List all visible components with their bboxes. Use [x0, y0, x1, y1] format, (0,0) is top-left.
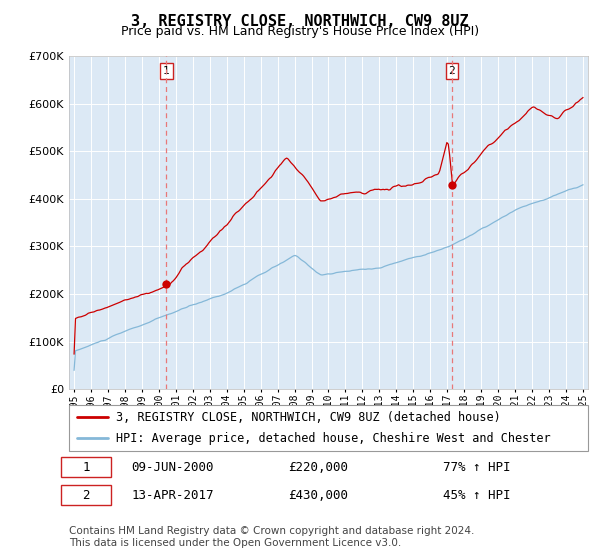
Text: 2: 2: [82, 488, 90, 502]
Text: 3, REGISTRY CLOSE, NORTHWICH, CW9 8UZ (detached house): 3, REGISTRY CLOSE, NORTHWICH, CW9 8UZ (d…: [116, 411, 500, 424]
Text: Contains HM Land Registry data © Crown copyright and database right 2024.: Contains HM Land Registry data © Crown c…: [69, 526, 475, 536]
FancyBboxPatch shape: [61, 457, 110, 477]
FancyBboxPatch shape: [61, 485, 110, 505]
Text: 2: 2: [449, 66, 455, 76]
Text: 77% ↑ HPI: 77% ↑ HPI: [443, 460, 510, 474]
Text: 09-JUN-2000: 09-JUN-2000: [131, 460, 214, 474]
Text: Price paid vs. HM Land Registry's House Price Index (HPI): Price paid vs. HM Land Registry's House …: [121, 25, 479, 38]
Text: 13-APR-2017: 13-APR-2017: [131, 488, 214, 502]
Text: 45% ↑ HPI: 45% ↑ HPI: [443, 488, 510, 502]
Text: £220,000: £220,000: [288, 460, 348, 474]
Text: £430,000: £430,000: [288, 488, 348, 502]
Text: 1: 1: [82, 460, 90, 474]
Text: 1: 1: [163, 66, 170, 76]
Text: 3, REGISTRY CLOSE, NORTHWICH, CW9 8UZ: 3, REGISTRY CLOSE, NORTHWICH, CW9 8UZ: [131, 14, 469, 29]
Text: HPI: Average price, detached house, Cheshire West and Chester: HPI: Average price, detached house, Ches…: [116, 432, 550, 445]
Text: This data is licensed under the Open Government Licence v3.0.: This data is licensed under the Open Gov…: [69, 538, 401, 548]
